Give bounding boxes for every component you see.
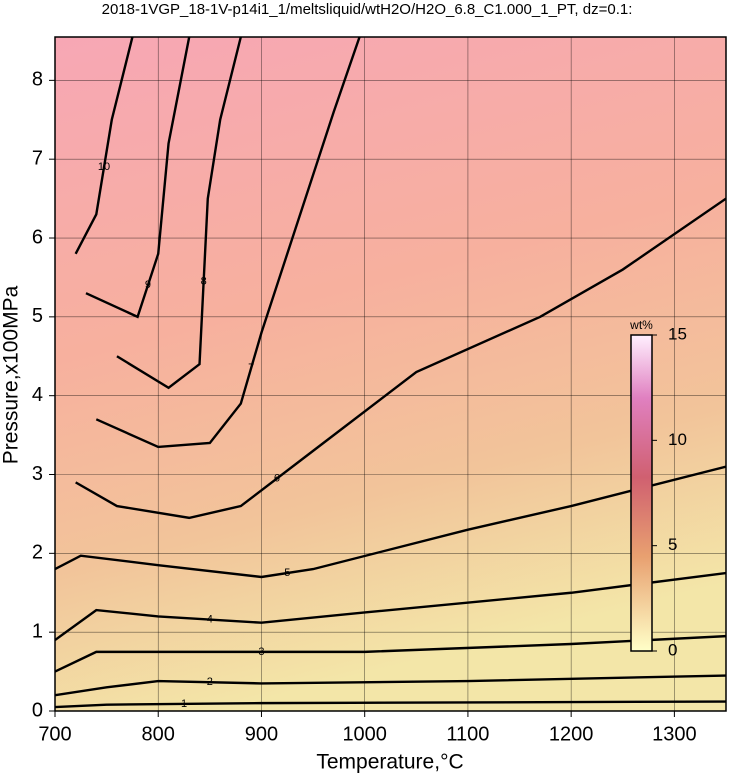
y-tick-label: 2 <box>32 542 43 564</box>
contour-line <box>55 465 726 579</box>
x-tick-label: 700 <box>38 723 71 745</box>
x-axis-label: Temperature,°C <box>316 751 463 774</box>
y-tick-label: 5 <box>32 305 43 327</box>
contour-label: 7 <box>248 362 254 374</box>
contour-line <box>74 37 134 255</box>
colorbar-tick-label: 5 <box>668 535 677 554</box>
y-tick-label: 7 <box>32 147 43 169</box>
x-tick-label: 1200 <box>549 723 594 745</box>
contour-line <box>95 37 361 449</box>
contour-label: 5 <box>284 567 290 579</box>
y-axis-label: Pressure,x100MPa <box>0 285 23 464</box>
contour-line <box>55 571 726 642</box>
colorbar-tick-label: 15 <box>668 324 687 343</box>
contour-label: 10 <box>98 161 110 173</box>
contour-line <box>75 197 726 520</box>
contour-label: 3 <box>258 646 264 658</box>
contour-label: 8 <box>201 275 207 287</box>
colorbar-tick-label: 0 <box>668 640 677 659</box>
x-tick-label: 1100 <box>446 723 489 745</box>
contour-line <box>116 37 242 390</box>
x-tick-label: 900 <box>245 723 278 745</box>
colorbar <box>630 334 653 652</box>
plot-content: 1 2 3 4 5 6 7 8 9 10 <box>55 37 726 711</box>
y-tick-label: 1 <box>32 620 43 642</box>
contour-label: 6 <box>274 472 280 484</box>
plot-frame <box>54 36 727 712</box>
y-tick-label: 6 <box>32 226 43 248</box>
y-tick-label: 0 <box>32 699 43 721</box>
x-tick-label: 1300 <box>652 723 697 745</box>
x-tick-label: 800 <box>142 723 175 745</box>
y-tick-label: 8 <box>32 69 43 91</box>
contour-line <box>55 700 726 709</box>
colorbar-label: wt% <box>629 318 653 332</box>
contour-line <box>55 634 726 673</box>
contour-line <box>85 37 191 319</box>
colorbar-tick-label: 10 <box>668 430 687 449</box>
contour-label: 1 <box>181 698 187 710</box>
contour-label: 2 <box>207 676 213 688</box>
chart-title: 2018-1VGP_18-1V-p14i1_1/meltsliquid/wtH2… <box>102 1 633 18</box>
y-tick-label: 4 <box>32 384 43 406</box>
x-tick-label: 1000 <box>342 723 387 745</box>
contour-label: 9 <box>145 279 151 291</box>
contour-line <box>55 674 726 697</box>
y-tick-label: 3 <box>32 463 43 485</box>
contour-label: 4 <box>207 613 213 625</box>
